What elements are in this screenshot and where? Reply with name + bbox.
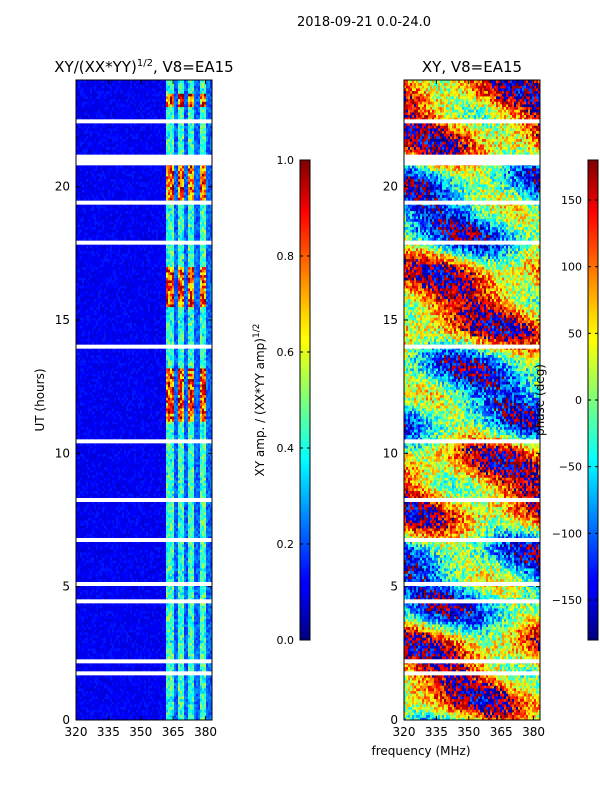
figure-suptitle: 2018-09-21 0.0-24.0 (297, 15, 431, 30)
figure: 2018-09-21 0.0-24.0 XY/(XX*YY)1/2, V8=EA… (0, 0, 600, 800)
amp-heatmap (76, 80, 212, 720)
amp-title-tail: , V8=EA15 (153, 58, 234, 76)
amp-title-sup: 1/2 (137, 58, 153, 69)
amp-title-main: XY/(XX*YY) (54, 58, 137, 76)
amp-heatmap-cells (76, 80, 212, 720)
amp-panel-title: XY/(XX*YY)1/2, V8=EA15 (54, 58, 233, 76)
